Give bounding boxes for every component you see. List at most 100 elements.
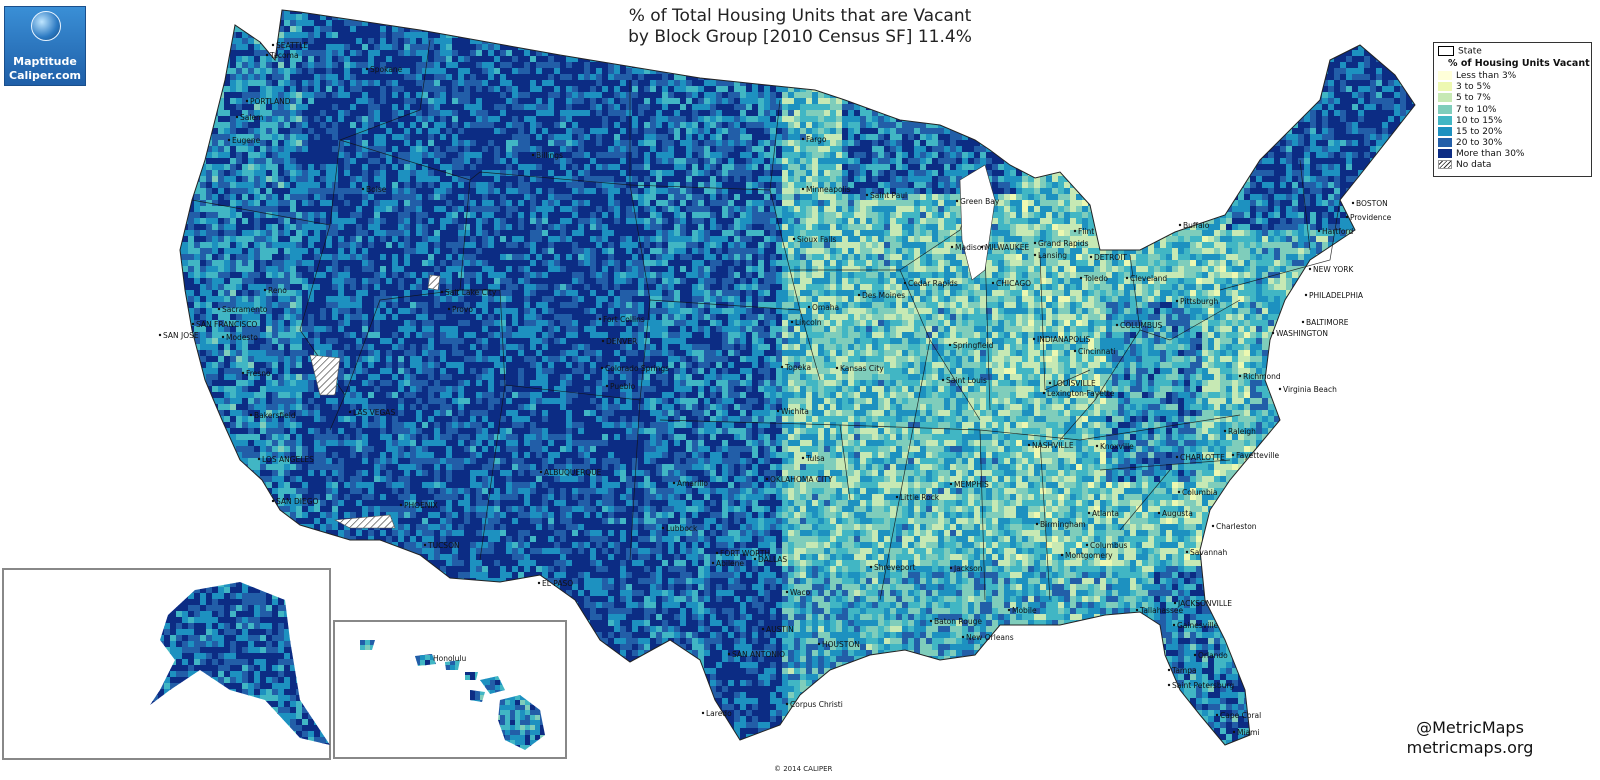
city-dot	[786, 703, 788, 705]
legend-row: 3 to 5%	[1438, 82, 1491, 93]
city-dot	[1194, 654, 1196, 656]
city-dot	[1096, 445, 1098, 447]
city-dot	[599, 318, 601, 320]
city-label: PHILADELPHIA	[1309, 291, 1364, 300]
city-dot	[1216, 714, 1218, 716]
city-label: LAS VEGAS	[353, 408, 395, 417]
city-dot	[601, 367, 603, 369]
legend-label: 20 to 30%	[1456, 138, 1502, 148]
city-label: Gainesville	[1177, 621, 1218, 630]
city-dot	[702, 712, 704, 714]
city-label: Springfield	[953, 341, 994, 350]
city-label: Virginia Beach	[1283, 385, 1337, 394]
city-label: Corpus Christi	[790, 700, 843, 709]
city-label: MILWAUKEE	[985, 243, 1029, 252]
city-dot	[1305, 294, 1307, 296]
city-label: Cincinnati	[1078, 347, 1115, 356]
city-dot	[786, 591, 788, 593]
city-dot	[540, 471, 542, 473]
city-label: Green Bay	[960, 197, 1000, 206]
city-label: Fargo	[806, 135, 827, 144]
city-label: Columbus	[1090, 541, 1127, 550]
city-label: Spokane	[370, 65, 403, 74]
city-label: CHARLOTTE	[1180, 453, 1225, 462]
city-dot	[1279, 388, 1281, 390]
city-dot	[264, 289, 266, 291]
city-label: Eugene	[232, 136, 261, 145]
city-dot	[951, 246, 953, 248]
city-dot	[716, 552, 718, 554]
city-dot	[1158, 512, 1160, 514]
legend-no-data-label: No data	[1456, 160, 1491, 170]
city-label: Columbia	[1182, 488, 1217, 497]
city-dot	[866, 194, 868, 196]
legend-label: Less than 3%	[1456, 71, 1516, 81]
city-dot	[1174, 602, 1176, 604]
legend-label: More than 30%	[1456, 149, 1525, 159]
city-dot	[1088, 512, 1090, 514]
city-label: Knoxville	[1100, 442, 1134, 451]
city-label: Fayetteville	[1236, 451, 1279, 460]
city-label: Orlando	[1198, 651, 1228, 660]
city-label: Wichita	[781, 407, 809, 416]
legend-row: 15 to 20%	[1438, 127, 1502, 138]
city-label: Salem	[240, 113, 263, 122]
city-dot	[236, 116, 238, 118]
legend-swatch	[1438, 105, 1452, 114]
globe-icon	[31, 11, 61, 41]
legend-swatch	[1438, 138, 1452, 147]
legend: State % of Housing Units Vacant Less tha…	[1433, 42, 1592, 177]
city-dot	[673, 482, 675, 484]
legend-state-label: State	[1458, 47, 1482, 57]
state-swatch	[1438, 46, 1454, 56]
city-label: Abilene	[716, 559, 744, 568]
city-label: Raleigh	[1228, 427, 1256, 436]
city-label: Pueblo	[610, 382, 636, 391]
city-dot	[266, 54, 268, 56]
city-dot	[1036, 523, 1038, 525]
legend-swatch	[1438, 127, 1452, 136]
legend-label: 5 to 7%	[1456, 93, 1491, 103]
city-label: Fort Collins	[603, 315, 645, 324]
city-label: TUCSON	[427, 541, 460, 550]
city-label: Reno	[268, 286, 287, 295]
city-dot	[1346, 216, 1348, 218]
city-dot	[793, 238, 795, 240]
city-label: SAN ANTONIO	[732, 650, 785, 659]
city-dot	[250, 414, 252, 416]
no-data-area-saltlake	[428, 275, 440, 290]
city-label: SEATTLE	[276, 41, 308, 50]
city-dot	[1178, 491, 1180, 493]
city-dot	[1302, 321, 1304, 323]
city-label: PHOENIX	[404, 501, 438, 510]
city-dot	[1224, 430, 1226, 432]
city-label: Saint Petersburg	[1172, 681, 1234, 690]
city-label: DALLAS	[758, 555, 787, 564]
city-dot	[992, 282, 994, 284]
city-dot	[1090, 256, 1092, 258]
city-dot	[904, 282, 906, 284]
city-dot	[781, 366, 783, 368]
city-dot	[712, 562, 714, 564]
city-label: Lexington-Fayette	[1047, 389, 1115, 398]
city-label: Boise	[366, 185, 387, 194]
city-label: Lansing	[1038, 251, 1067, 260]
credit-site[interactable]: metricmaps.org	[1380, 738, 1560, 757]
city-dot	[1309, 268, 1311, 270]
city-label: Kansas City	[840, 364, 884, 373]
legend-row: 5 to 7%	[1438, 93, 1491, 104]
city-label: Bakersfield	[254, 411, 296, 420]
city-label: NASHVILLE	[1032, 441, 1074, 450]
city-dot	[258, 458, 260, 460]
city-dot	[962, 636, 964, 638]
city-label: Minneapolis	[806, 185, 851, 194]
maptitude-logo[interactable]: Maptitude Caliper.com	[4, 6, 86, 86]
city-dot	[802, 188, 804, 190]
city-label: SAN JOSE	[163, 331, 199, 340]
city-label: JACKSONVILLE	[1177, 599, 1232, 608]
city-label: Lincoln	[795, 318, 822, 327]
city-label: Montgomery	[1065, 551, 1113, 560]
map-title-line1: % of Total Housing Units that are Vacant	[420, 6, 1180, 26]
city-dot	[1176, 300, 1178, 302]
city-label: Richmond	[1243, 372, 1281, 381]
